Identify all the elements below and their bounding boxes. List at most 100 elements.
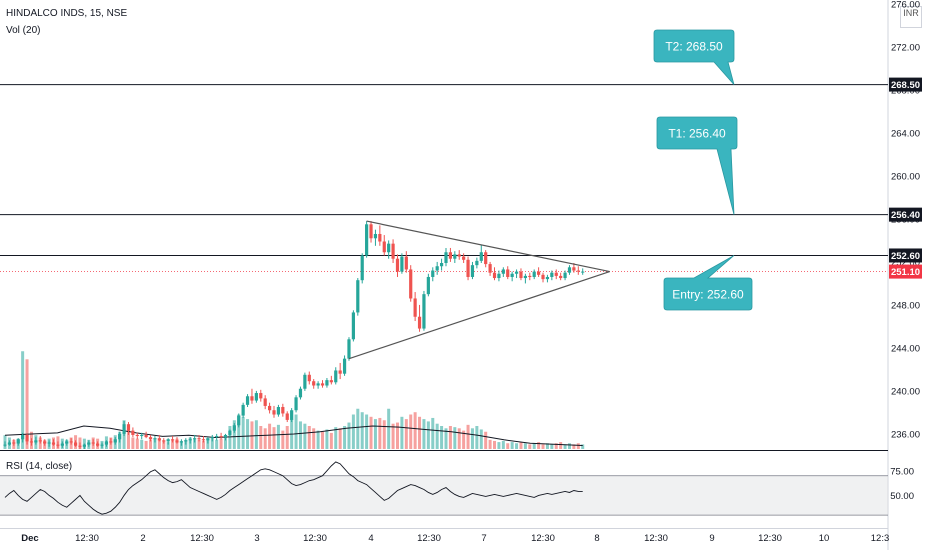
volume-bar xyxy=(254,420,258,449)
candle-body xyxy=(475,260,479,266)
y-tick-label: 276.00 xyxy=(891,0,920,11)
x-tick-label: 3 xyxy=(254,533,259,544)
candle-body xyxy=(514,271,519,274)
volume-bar xyxy=(268,423,272,449)
candle-body xyxy=(29,441,34,443)
candle-body xyxy=(497,273,501,279)
candle-body xyxy=(259,393,263,399)
candle-body xyxy=(506,269,510,277)
candle-body xyxy=(268,405,272,411)
candle-body xyxy=(567,267,572,273)
candle-body xyxy=(193,438,197,440)
candle-body xyxy=(356,280,360,313)
candle-body xyxy=(550,272,554,277)
x-tick-label: 12:30 xyxy=(417,533,441,544)
x-tick-label: 12:30 xyxy=(190,533,214,544)
volume-ma-line xyxy=(4,425,583,447)
candle-body xyxy=(73,442,78,446)
candle-body xyxy=(294,397,298,411)
price-label: 268.50 xyxy=(891,80,920,91)
volume-bar xyxy=(400,416,404,449)
candle-body xyxy=(175,440,179,443)
x-tick-label: 12:30 xyxy=(758,533,782,544)
y-tick-label: 272.00 xyxy=(891,42,920,53)
x-tick-label: 12:30 xyxy=(303,533,327,544)
candle-body xyxy=(126,424,131,431)
x-tick-label: 10 xyxy=(819,533,830,544)
volume-bar xyxy=(201,440,205,449)
candle-body xyxy=(360,255,364,281)
candle-body xyxy=(537,271,541,275)
volume-bar xyxy=(237,414,241,449)
candle-body xyxy=(466,259,470,277)
candle-body xyxy=(426,276,430,295)
candle-body xyxy=(272,410,276,415)
volume-bar xyxy=(250,421,254,449)
volume-bar xyxy=(576,443,580,449)
candle-body xyxy=(100,444,104,446)
candle-body xyxy=(510,273,514,277)
callout-label: T1: 256.40 xyxy=(668,127,726,141)
volume-bar xyxy=(559,442,563,449)
volume-bar xyxy=(501,440,505,449)
candle-body xyxy=(56,444,60,446)
volume-bar xyxy=(453,427,457,449)
candle-body xyxy=(325,380,329,386)
volume-bar xyxy=(131,437,135,449)
y-tick-label: 252.00 xyxy=(891,257,920,268)
x-tick-label: 12:3 xyxy=(871,533,890,544)
volume-bar xyxy=(157,439,161,449)
volume-bar xyxy=(563,444,567,449)
candle-body xyxy=(422,294,426,329)
candle-body xyxy=(51,442,56,445)
candle-body xyxy=(25,434,29,442)
rsi-band xyxy=(0,475,888,516)
volume-bar xyxy=(25,359,29,449)
volume-bar xyxy=(395,422,399,449)
candle-body xyxy=(263,398,267,406)
candle-body xyxy=(118,433,122,440)
x-tick-label: 4 xyxy=(368,533,373,544)
candle-body xyxy=(47,442,51,444)
volume-bar xyxy=(435,423,439,449)
candle-body xyxy=(223,434,228,438)
candle-body xyxy=(545,276,550,280)
volume-bar xyxy=(479,429,483,449)
price-label-box xyxy=(889,77,922,92)
candle-body xyxy=(572,267,576,271)
candle-body xyxy=(382,241,386,253)
rsi-line xyxy=(4,461,583,515)
volume-bar xyxy=(140,439,144,449)
volume-bar xyxy=(351,414,355,449)
candle-body xyxy=(135,434,139,437)
volume-label: Vol (20) xyxy=(6,25,41,36)
volume-bar xyxy=(497,442,501,449)
volume-bar xyxy=(294,414,298,449)
volume-bar xyxy=(488,439,492,449)
x-tick-label: 12:30 xyxy=(531,533,555,544)
candle-body xyxy=(554,272,558,276)
triangle-lower-line xyxy=(348,271,610,360)
volume-bar xyxy=(373,419,377,449)
candle-body xyxy=(38,440,42,442)
rsi-tick-label: 50.00 xyxy=(890,491,914,502)
candle-body xyxy=(387,243,391,253)
candle-body xyxy=(197,438,201,440)
price-label: 252.60 xyxy=(891,251,920,262)
candle-body xyxy=(457,254,461,257)
volume-bar xyxy=(149,439,153,449)
x-tick-label: Dec xyxy=(21,533,38,544)
candle-body xyxy=(523,275,527,279)
candle-body xyxy=(391,243,395,259)
candle-body xyxy=(65,441,69,444)
candle-body xyxy=(378,233,382,242)
candle-body xyxy=(285,413,289,420)
candle-body xyxy=(245,396,250,405)
volume-bar xyxy=(343,426,347,449)
candle-body xyxy=(501,269,505,274)
volume-bar xyxy=(281,430,285,449)
currency-label[interactable]: INR xyxy=(900,6,922,28)
candle-body xyxy=(241,404,245,416)
candle-body xyxy=(34,440,38,443)
